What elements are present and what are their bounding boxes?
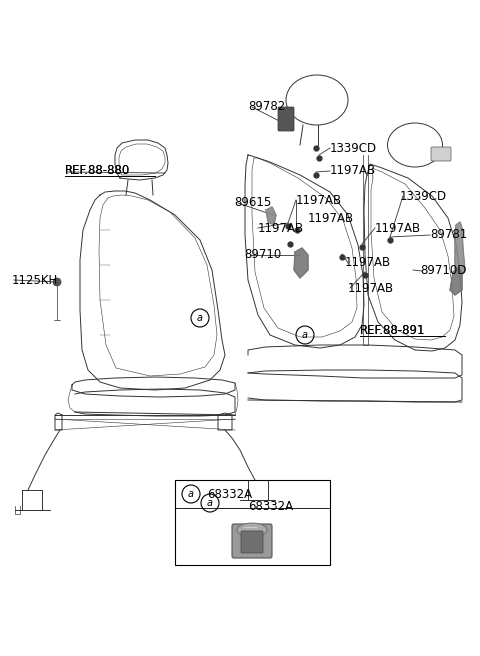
Polygon shape [294,248,308,278]
Text: 89782: 89782 [248,100,285,113]
Polygon shape [266,207,276,225]
Text: 1197AB: 1197AB [375,222,421,234]
Text: 1197AB: 1197AB [330,165,376,178]
Text: 1339CD: 1339CD [400,190,447,203]
Text: 89781: 89781 [430,228,467,241]
Text: 1339CD: 1339CD [330,142,377,155]
Polygon shape [450,268,462,295]
Ellipse shape [237,523,267,537]
Polygon shape [455,222,465,275]
Circle shape [53,278,61,286]
Text: REF.88-891: REF.88-891 [360,323,425,337]
Text: 89615: 89615 [234,197,271,209]
Text: 68332A: 68332A [248,499,293,512]
Text: 89710D: 89710D [420,264,467,277]
Text: REF.88-891: REF.88-891 [360,323,425,337]
Text: REF.88-880: REF.88-880 [65,163,130,176]
Text: REF.88-880: REF.88-880 [65,163,130,176]
Text: 1197AB: 1197AB [308,211,354,224]
Text: a: a [207,498,213,508]
FancyBboxPatch shape [232,524,272,558]
FancyBboxPatch shape [278,107,294,131]
FancyBboxPatch shape [241,531,263,553]
Text: a: a [302,330,308,340]
Text: 1197AB: 1197AB [296,194,342,207]
Bar [175,480,330,565]
Text: a: a [188,489,194,499]
Text: 68332A: 68332A [207,487,252,501]
Text: 1197AB: 1197AB [345,256,391,270]
Text: 1125KH: 1125KH [12,274,58,287]
Text: 1197AB: 1197AB [258,222,304,234]
FancyBboxPatch shape [431,147,451,161]
Text: a: a [197,313,203,323]
Text: 89710: 89710 [244,249,281,262]
Text: 1197AB: 1197AB [348,281,394,295]
